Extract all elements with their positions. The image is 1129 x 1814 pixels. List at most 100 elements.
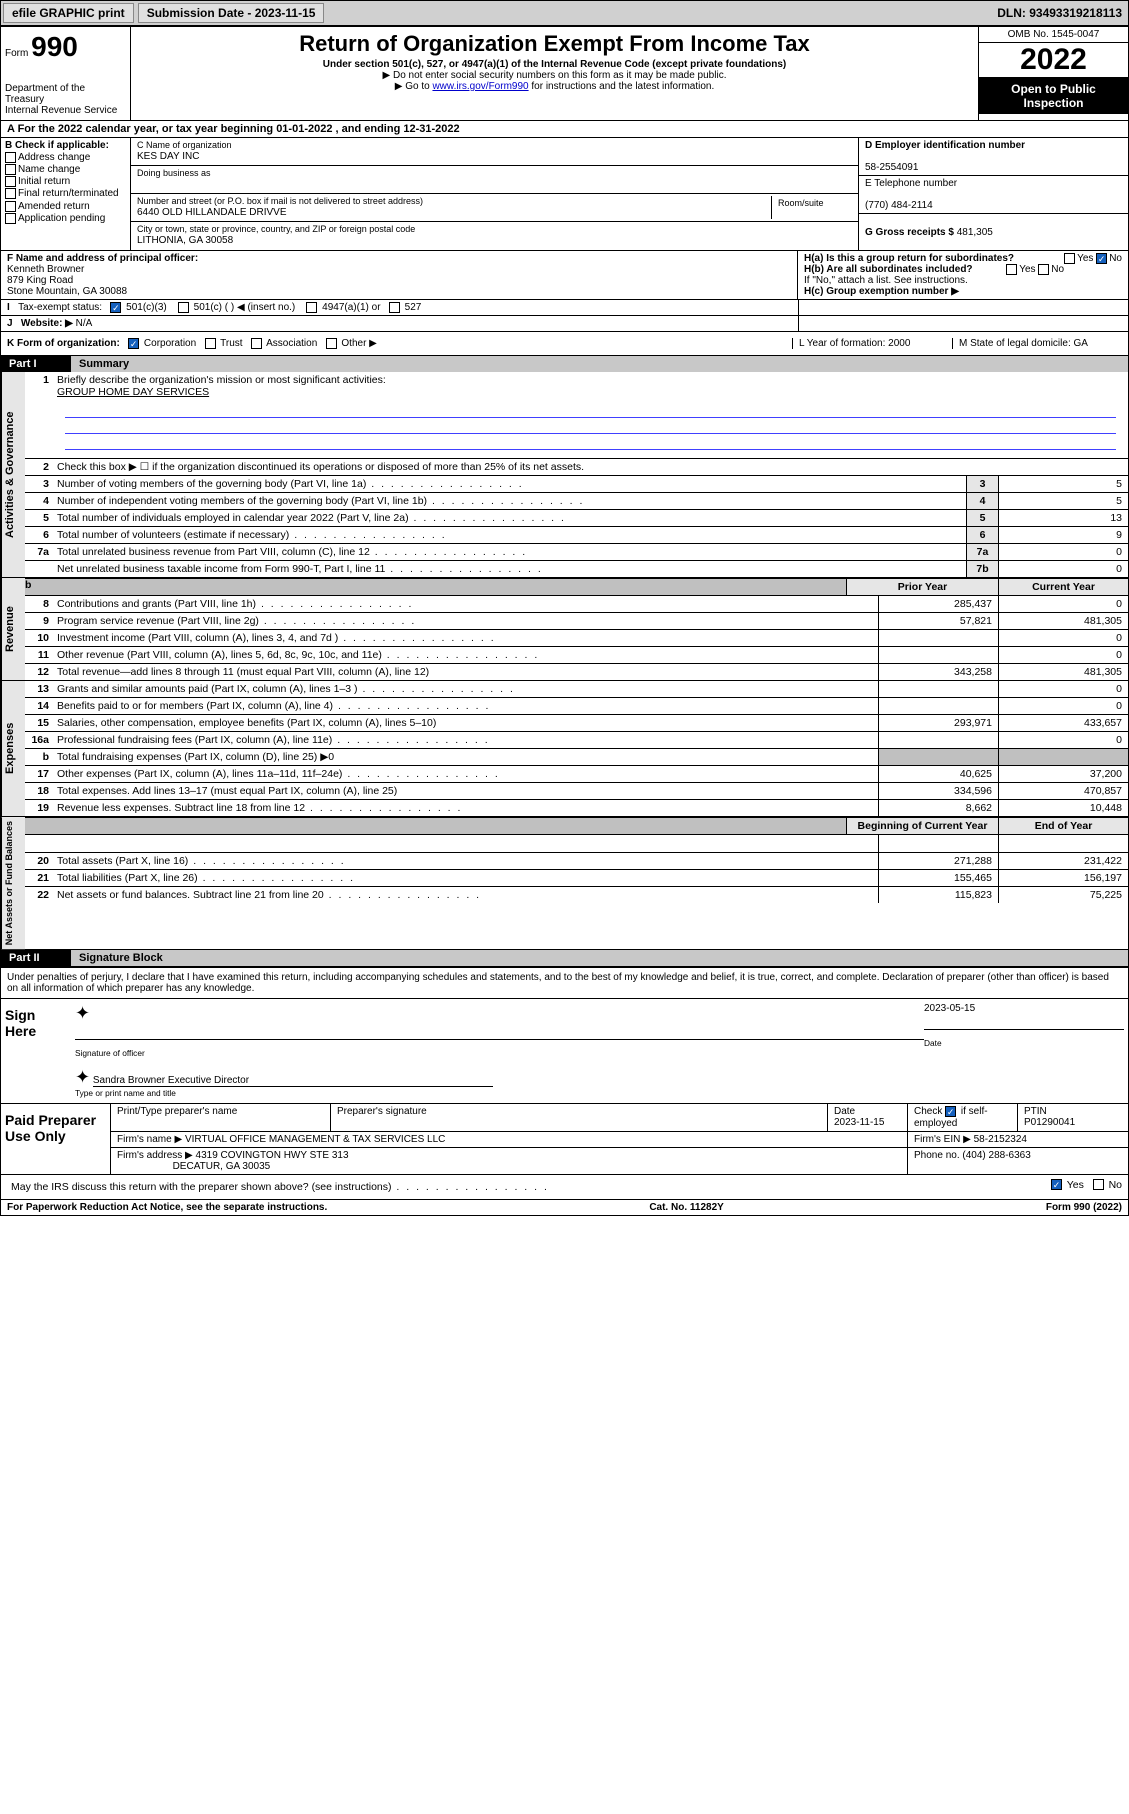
dept-treasury: Department of the Treasury	[5, 83, 126, 105]
vlabel-net: Net Assets or Fund Balances	[1, 817, 25, 949]
cb-name-change[interactable]: Name change	[5, 164, 126, 175]
form-number: 990	[31, 31, 78, 62]
form-header: Form 990 Department of the Treasury Inte…	[1, 27, 1128, 121]
col-b-label: B Check if applicable:	[5, 140, 126, 151]
section-revenue: Revenue bPrior YearCurrent Year 8Contrib…	[1, 578, 1128, 681]
part2-num: Part II	[1, 950, 71, 966]
year-formation: L Year of formation: 2000	[792, 338, 952, 349]
telephone: (770) 484-2114	[865, 200, 933, 211]
street-address: 6440 OLD HILLANDALE DRIVVE	[137, 207, 287, 218]
form-word: Form	[5, 48, 28, 59]
row-j-website: J Website: ▶ N/A	[1, 316, 1128, 332]
section-governance: Activities & Governance 1 Briefly descri…	[1, 372, 1128, 578]
cb-amended[interactable]: Amended return	[5, 201, 126, 212]
state-domicile: M State of legal domicile: GA	[952, 338, 1122, 349]
part1-header: Part I Summary	[1, 356, 1128, 372]
gross-receipts-cell: G Gross receipts $ 481,305	[859, 214, 1128, 242]
v-line7a: 0	[998, 544, 1128, 560]
city-cell: City or town, state or province, country…	[131, 222, 858, 250]
v-line3: 5	[998, 476, 1128, 492]
header-middle: Return of Organization Exempt From Incom…	[131, 27, 978, 120]
col-c-org-info: C Name of organization KES DAY INC Doing…	[131, 138, 858, 250]
perjury-statement: Under penalties of perjury, I declare th…	[1, 968, 1128, 998]
cb-final-return[interactable]: Final return/terminated	[5, 188, 126, 199]
efile-graphic-print[interactable]: efile GRAPHIC print	[3, 3, 134, 23]
vlabel-revenue: Revenue	[1, 578, 25, 680]
v-line7b: 0	[998, 561, 1128, 577]
cat-no: Cat. No. 11282Y	[649, 1202, 723, 1213]
footer-row: For Paperwork Reduction Act Notice, see …	[1, 1199, 1128, 1215]
cb-discuss-no[interactable]	[1093, 1179, 1104, 1190]
form-container: Form 990 Department of the Treasury Inte…	[0, 26, 1129, 1216]
col-d-ein-tel: D Employer identification number 58-2554…	[858, 138, 1128, 250]
cb-initial-return[interactable]: Initial return	[5, 176, 126, 187]
signature-block: Under penalties of perjury, I declare th…	[1, 966, 1128, 1198]
form-ref: Form 990 (2022)	[1046, 1202, 1122, 1213]
cb-discuss-yes[interactable]	[1051, 1179, 1062, 1190]
mission-text: GROUP HOME DAY SERVICES	[57, 386, 209, 398]
firm-name: VIRTUAL OFFICE MANAGEMENT & TAX SERVICES…	[185, 1134, 445, 1145]
cb-other[interactable]	[326, 338, 337, 349]
header-right: OMB No. 1545-0047 2022 Open to Public In…	[978, 27, 1128, 120]
cb-4947[interactable]	[306, 302, 317, 313]
city-state-zip: LITHONIA, GA 30058	[137, 235, 233, 246]
org-name: KES DAY INC	[137, 151, 199, 162]
tax-year: 2022	[979, 43, 1128, 78]
ein-cell: D Employer identification number 58-2554…	[859, 138, 1128, 176]
section-net-assets: Net Assets or Fund Balances Beginning of…	[1, 817, 1128, 950]
cb-address-change[interactable]: Address change	[5, 152, 126, 163]
irs-label: Internal Revenue Service	[5, 105, 126, 116]
col-b-checkboxes: B Check if applicable: Address change Na…	[1, 138, 131, 250]
group-return: H(a) Is this a group return for subordin…	[798, 251, 1128, 299]
vlabel-expenses: Expenses	[1, 681, 25, 816]
firm-phone: (404) 288-6363	[962, 1150, 1030, 1161]
sign-here-row: Sign Here ✦ Signature of officer 2023-05…	[1, 998, 1128, 1103]
sig-date: 2023-05-15	[924, 1003, 975, 1014]
cb-application-pending[interactable]: Application pending	[5, 213, 126, 224]
cb-trust[interactable]	[205, 338, 216, 349]
subtitle-3: ▶ Go to www.irs.gov/Form990 for instruct…	[139, 81, 970, 92]
org-name-cell: C Name of organization KES DAY INC	[131, 138, 858, 166]
v-line4: 5	[998, 493, 1128, 509]
header-left: Form 990 Department of the Treasury Inte…	[1, 27, 131, 120]
form990-link[interactable]: www.irs.gov/Form990	[432, 81, 528, 92]
dln: DLN: 93493319218113	[997, 6, 1128, 20]
row-f-h: F Name and address of principal officer:…	[1, 251, 1128, 300]
ein-value: 58-2554091	[865, 162, 918, 173]
dba-cell: Doing business as	[131, 166, 858, 194]
vlabel-governance: Activities & Governance	[1, 372, 25, 577]
subtitle-2: ▶ Do not enter social security numbers o…	[139, 70, 970, 81]
v-line5: 13	[998, 510, 1128, 526]
cb-corporation[interactable]	[128, 338, 139, 349]
website-value: N/A	[76, 318, 93, 329]
subtitle-1: Under section 501(c), 527, or 4947(a)(1)…	[139, 59, 970, 70]
efile-topbar: efile GRAPHIC print Submission Date - 20…	[0, 0, 1129, 26]
officer-name: Sandra Browner Executive Director	[93, 1075, 493, 1087]
v-line6: 9	[998, 527, 1128, 543]
principal-officer: F Name and address of principal officer:…	[1, 251, 798, 299]
cb-501c[interactable]	[178, 302, 189, 313]
cb-association[interactable]	[251, 338, 262, 349]
row-k-form-org: K Form of organization: Corporation Trus…	[1, 332, 1128, 356]
part1-title: Summary	[71, 356, 1128, 372]
part1-num: Part I	[1, 356, 71, 372]
part2-title: Signature Block	[71, 950, 1128, 966]
ptin: P01290041	[1024, 1117, 1075, 1128]
section-expenses: Expenses 13Grants and similar amounts pa…	[1, 681, 1128, 817]
row-i-tax-exempt: I Tax-exempt status: 501(c)(3) 501(c) ( …	[1, 300, 1128, 316]
part2-header: Part II Signature Block	[1, 950, 1128, 966]
firm-ein: 58-2152324	[974, 1134, 1027, 1145]
open-public: Open to Public Inspection	[979, 78, 1128, 114]
pra-notice: For Paperwork Reduction Act Notice, see …	[7, 1202, 327, 1213]
street-row: Number and street (or P.O. box if mail i…	[131, 194, 858, 222]
cb-527[interactable]	[389, 302, 400, 313]
tel-cell: E Telephone number (770) 484-2114	[859, 176, 1128, 214]
paid-preparer-block: Paid Preparer Use Only Print/Type prepar…	[1, 1103, 1128, 1173]
gross-receipts: 481,305	[957, 227, 993, 238]
submission-date: Submission Date - 2023-11-15	[138, 3, 325, 23]
form-title: Return of Organization Exempt From Incom…	[139, 31, 970, 57]
row-a-tax-year: A For the 2022 calendar year, or tax yea…	[1, 121, 1128, 138]
cb-501c3[interactable]	[110, 302, 121, 313]
entity-block: B Check if applicable: Address change Na…	[1, 138, 1128, 251]
omb-number: OMB No. 1545-0047	[979, 27, 1128, 43]
